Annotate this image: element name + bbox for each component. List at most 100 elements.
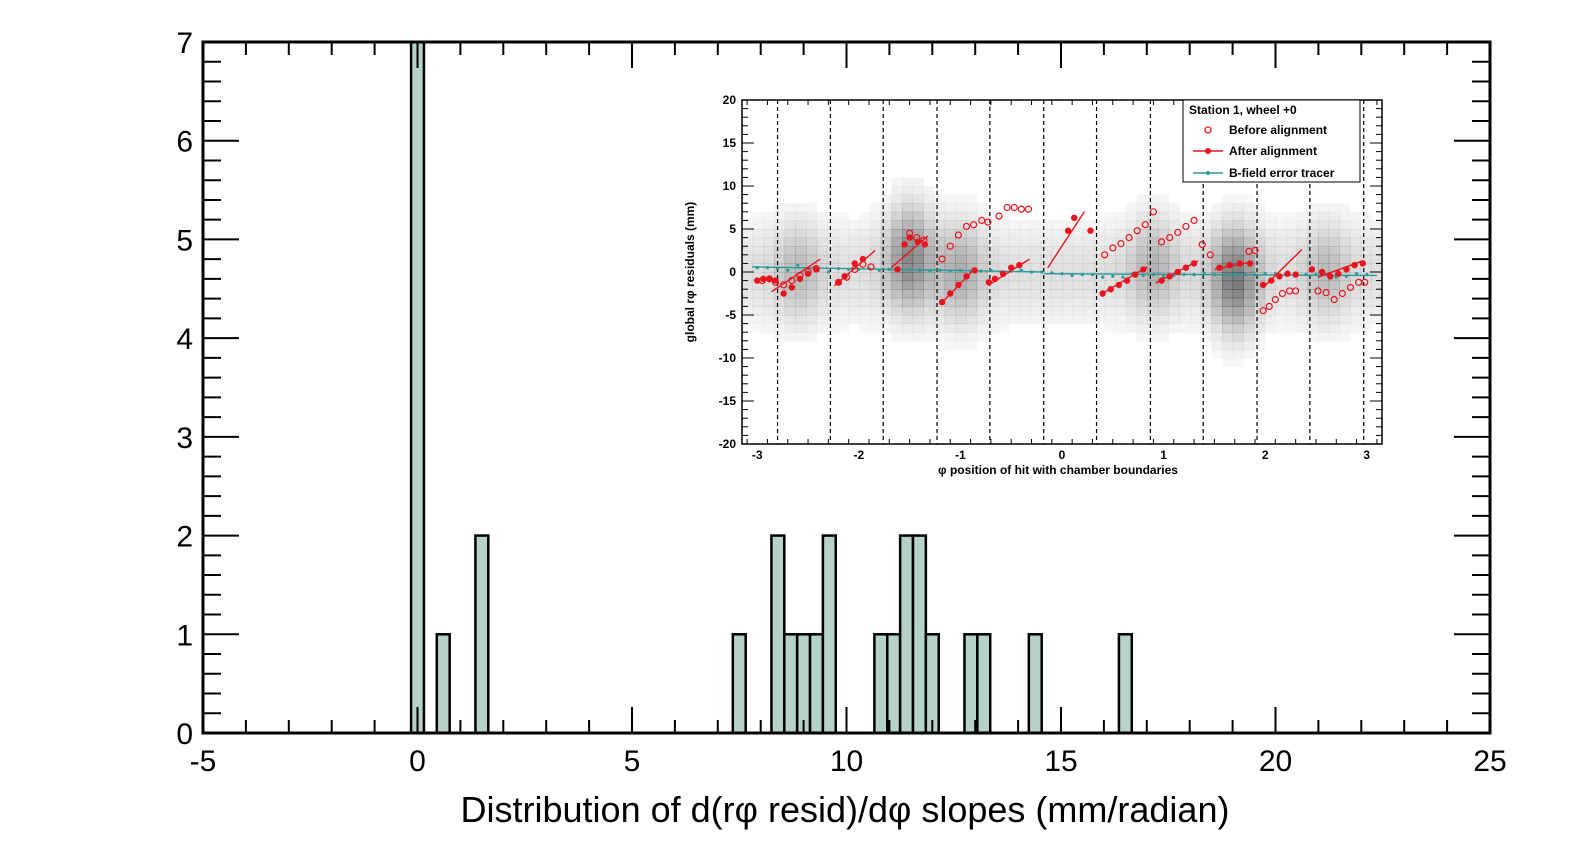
density-cell (1072, 297, 1084, 307)
density-cell (1232, 229, 1244, 239)
density-cell (1179, 306, 1191, 316)
density-cell (966, 195, 977, 204)
density-cell (774, 254, 786, 264)
density-cell (1104, 280, 1116, 290)
density-cell (955, 315, 967, 325)
density-cell (1136, 254, 1148, 264)
before-point (1010, 203, 1018, 212)
after-point (894, 266, 901, 273)
density-cell (1147, 306, 1159, 316)
density-cell (912, 263, 924, 273)
density-cell (1211, 229, 1223, 239)
density-cell (1040, 280, 1052, 290)
density-cell (1072, 306, 1084, 316)
density-cell (976, 246, 988, 256)
density-cell (1339, 306, 1351, 316)
after-point (991, 275, 999, 283)
density-cell (1318, 254, 1330, 264)
density-cell (944, 332, 956, 342)
density-cell (966, 306, 978, 316)
density-cell (1296, 254, 1308, 264)
after-point (1236, 260, 1243, 267)
density-cell (955, 195, 966, 204)
density-cell (859, 212, 870, 221)
density-cell (1350, 324, 1361, 333)
after-point (985, 279, 993, 286)
density-cell (1094, 263, 1106, 273)
density-cell (1051, 306, 1063, 316)
density-cell (998, 324, 1009, 333)
density-cell (1264, 280, 1276, 290)
density-cell (1168, 229, 1180, 239)
density-cell (806, 220, 818, 230)
after-point (841, 273, 848, 280)
density-cell (1200, 272, 1212, 282)
density-cell (1307, 306, 1319, 316)
density-cell (1008, 315, 1020, 325)
density-cell (784, 229, 796, 239)
density-cell (1350, 229, 1362, 239)
density-cell (1083, 246, 1095, 256)
density-cell (838, 220, 850, 230)
before-point (1251, 246, 1259, 255)
inset-y-tick-label: 15 (723, 136, 737, 150)
density-cell (955, 323, 967, 333)
density-cell (976, 306, 988, 316)
density-cell (891, 254, 903, 264)
density-cell (1328, 315, 1340, 325)
density-cell (1083, 306, 1095, 316)
density-cell (1040, 237, 1052, 247)
density-cell (1062, 280, 1074, 290)
after-point (1182, 264, 1190, 271)
density-cell (806, 272, 818, 282)
tracer-point (928, 269, 932, 273)
density-cell (1275, 263, 1287, 273)
density-cell (859, 246, 871, 256)
density-cell (1040, 297, 1052, 307)
density-cell (1158, 297, 1170, 307)
density-cell (870, 229, 882, 239)
tracer-point (948, 269, 952, 273)
main-x-tick-label: 15 (1044, 745, 1077, 778)
density-cell (1328, 220, 1340, 230)
density-cell (1147, 194, 1159, 204)
density-cell (1190, 246, 1202, 256)
density-cell (1200, 315, 1212, 325)
density-cell (1179, 289, 1191, 299)
density-cell (1339, 297, 1351, 307)
density-cell (870, 246, 882, 256)
density-cell (1019, 272, 1031, 282)
after-point (1107, 286, 1114, 293)
density-cell (987, 220, 999, 230)
density-cell (774, 246, 786, 256)
density-cell (1051, 315, 1063, 325)
density-cell (976, 280, 988, 290)
density-cell (987, 246, 999, 256)
density-cell (1222, 263, 1234, 273)
histogram-bar (731, 633, 747, 735)
density-cell (1147, 254, 1159, 264)
density-cell (923, 306, 935, 316)
density-cell (1264, 229, 1276, 239)
tracer-line (1043, 273, 1377, 277)
histogram-bar (873, 633, 889, 735)
before-point (984, 218, 992, 226)
tracer-point (1090, 272, 1095, 277)
density-cell (955, 341, 966, 350)
after-point (1292, 271, 1299, 278)
density-cell (784, 246, 796, 256)
density-cell (1040, 306, 1052, 316)
after-point (1190, 260, 1198, 267)
density-cell (1200, 297, 1212, 307)
density-cell (1286, 220, 1298, 230)
density-cell (848, 246, 860, 256)
density-cell (902, 186, 914, 196)
density-cell (976, 315, 988, 325)
density-cell (1286, 237, 1298, 247)
inset-x-tick-label: -3 (752, 448, 763, 462)
density-cell (1062, 289, 1074, 299)
density-cell (1275, 324, 1286, 333)
density-cell (1030, 315, 1042, 325)
density-cell (934, 263, 946, 273)
density-cell (944, 315, 956, 325)
